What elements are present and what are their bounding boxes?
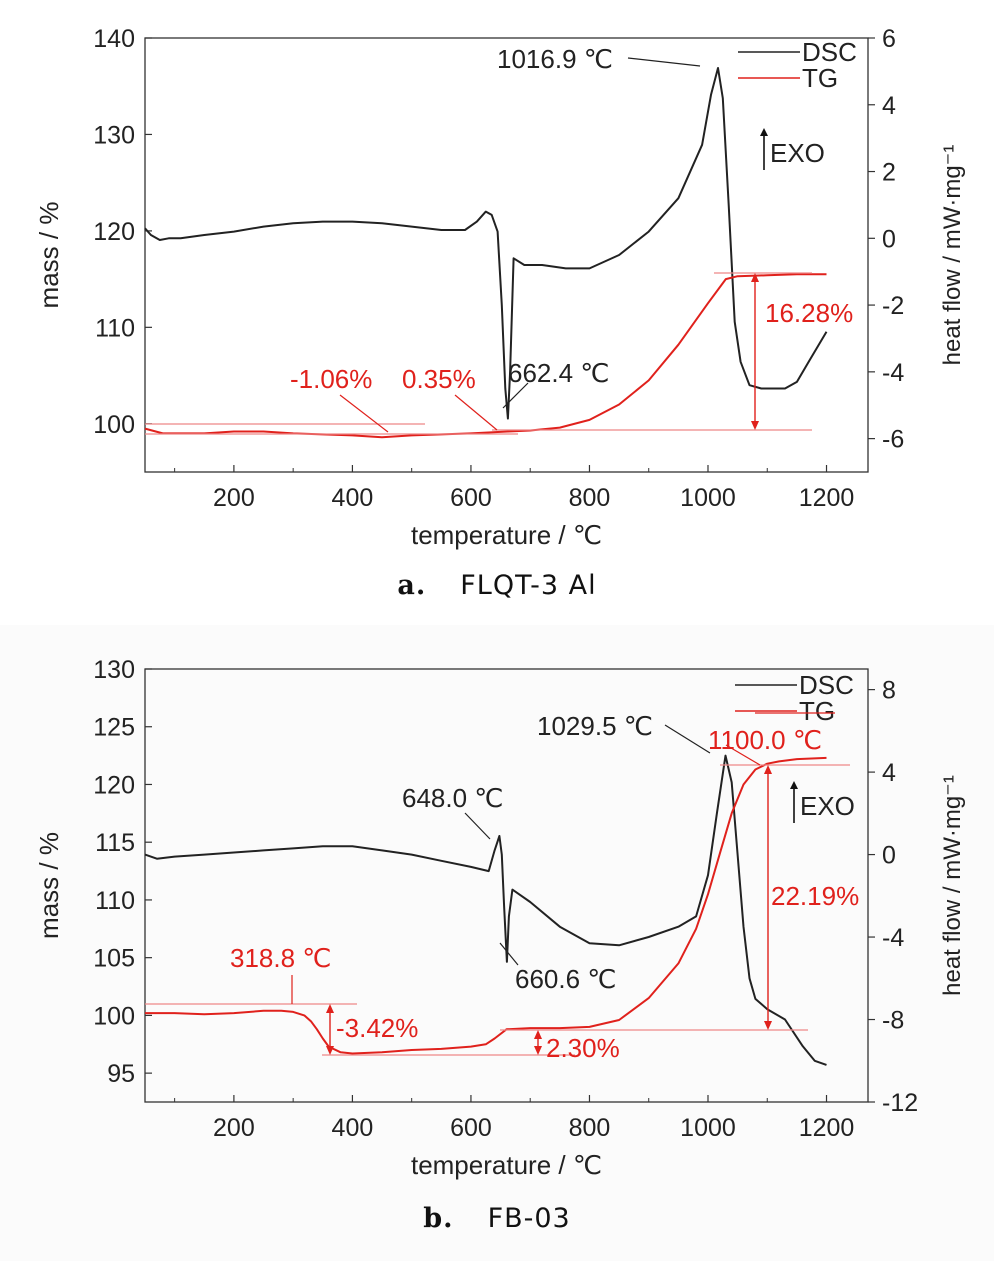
series-dsc-line bbox=[144, 67, 828, 420]
y-right-tick-label: 0 bbox=[882, 842, 896, 870]
y-left-tick-label: 130 bbox=[93, 121, 135, 149]
caption-a-label: a. bbox=[397, 570, 427, 601]
x-tick-label: 400 bbox=[332, 484, 374, 512]
mass-loss-arrow-b-head-top bbox=[326, 1004, 334, 1013]
x-tick-label: 600 bbox=[450, 484, 492, 512]
y-right-axis-label: heat flow / mW·mg⁻¹ bbox=[939, 145, 966, 366]
series-dsc-line bbox=[144, 754, 827, 1066]
y-right-tick-label: -4 bbox=[882, 924, 904, 952]
y-left-tick-label: 120 bbox=[93, 771, 135, 799]
caption-b: b. FB-03 bbox=[0, 1203, 994, 1234]
y-right-tick-label: -4 bbox=[882, 359, 904, 387]
leader-dip-a bbox=[502, 382, 529, 409]
y-right-tick-label: -8 bbox=[882, 1007, 904, 1035]
y-right-tick-label: 4 bbox=[882, 759, 896, 787]
mass-gain-arrow-b-head-top bbox=[764, 765, 772, 774]
annotation-peak-temp-a: 1016.9 ℃ bbox=[497, 44, 613, 74]
y-left-tick-label: 110 bbox=[95, 887, 135, 915]
leader-peak-a bbox=[627, 57, 701, 67]
x-axis-label: temperature / ℃ bbox=[411, 520, 602, 550]
y-left-axis-label: mass / % bbox=[34, 202, 64, 309]
y-left-tick-label: 95 bbox=[107, 1060, 135, 1088]
chart-b: 200 400 600 800 1000 1200 95 100 105 110 115 120 125… bbox=[34, 656, 966, 1180]
y-left-tick-label: 125 bbox=[93, 714, 135, 742]
leader-dip-b bbox=[499, 942, 519, 966]
plot-frame bbox=[144, 668, 869, 1103]
x-tick-label: 400 bbox=[332, 1114, 374, 1142]
y-left-tick-label: 130 bbox=[93, 656, 135, 684]
x-tick-label: 200 bbox=[213, 1114, 255, 1142]
annotation-dip-temp-a: 662.4 ℃ bbox=[508, 358, 610, 388]
series-tg-line bbox=[144, 273, 827, 439]
y-left-tick-label: 110 bbox=[95, 314, 135, 342]
y-right-tick-label: 8 bbox=[882, 677, 896, 705]
exo-arrow-head bbox=[790, 781, 798, 789]
y-right-tick-label: -2 bbox=[882, 292, 904, 320]
annotation-mass-gain-a: 16.28% bbox=[765, 298, 853, 328]
x-axis-label: temperature / ℃ bbox=[411, 1150, 602, 1180]
y-left-axis-label: mass / % bbox=[34, 832, 64, 939]
caption-b-label: b. bbox=[423, 1203, 454, 1234]
y-left-tick-label: 105 bbox=[93, 945, 135, 973]
leader-peak-1029-b bbox=[664, 724, 711, 754]
y-right-tick-label: -12 bbox=[882, 1089, 918, 1117]
y-left-tick-label: 100 bbox=[93, 411, 135, 439]
y-left-tick-label: 115 bbox=[95, 829, 135, 857]
chart-a: 200 400 600 800 1000 1200 100 110 120 130 140 -6 -4 -… bbox=[34, 25, 966, 550]
annotation-peak-1029-b: 1029.5 ℃ bbox=[537, 711, 653, 741]
mass-gain-arrow-b-head-bottom bbox=[764, 1021, 772, 1030]
legend-label-dsc: DSC bbox=[799, 670, 854, 700]
caption-a: a. FLQT-3 Al bbox=[0, 570, 994, 601]
x-tick-label: 800 bbox=[569, 1114, 611, 1142]
leader-peak-648-b bbox=[464, 812, 491, 840]
annotation-mass-loss-a: -1.06% bbox=[290, 364, 372, 394]
legend-label-tg: TG bbox=[799, 696, 835, 726]
y-left-tick-label: 120 bbox=[93, 218, 135, 246]
y-left-tick-label: 140 bbox=[93, 25, 135, 53]
mass-gain-arrow-a-head-top bbox=[751, 273, 759, 282]
legend-label-tg: TG bbox=[802, 63, 838, 93]
x-tick-label: 1000 bbox=[680, 484, 736, 512]
legend-label-dsc: DSC bbox=[802, 37, 857, 67]
annotation-dip-temp-b: 660.6 ℃ bbox=[515, 964, 617, 994]
annotation-onset-temp-b: 318.8 ℃ bbox=[230, 943, 332, 973]
mass-loss-arrow-b-head-bottom bbox=[326, 1046, 334, 1055]
leader-gain-small-a bbox=[454, 394, 498, 431]
annotation-plateau-temp-b: 1100.0 ℃ bbox=[708, 725, 822, 755]
annotation-mass-change-b: 2.30% bbox=[546, 1033, 620, 1063]
leader-plateau-b bbox=[725, 744, 761, 766]
annotation-mass-loss-b: -3.42% bbox=[336, 1013, 418, 1043]
y-right-tick-label: 6 bbox=[882, 25, 896, 53]
mass-gain-small-arrow-b-head-top bbox=[534, 1030, 542, 1039]
y-right-tick-label: 4 bbox=[882, 92, 896, 120]
caption-a-name: FLQT-3 Al bbox=[460, 570, 597, 601]
x-tick-label: 1200 bbox=[799, 484, 855, 512]
exo-label: EXO bbox=[770, 138, 825, 168]
y-right-axis-label: heat flow / mW·mg⁻¹ bbox=[939, 775, 966, 996]
mass-gain-small-arrow-b-head-bottom bbox=[534, 1046, 542, 1055]
exo-label: EXO bbox=[800, 791, 855, 821]
caption-b-name: FB-03 bbox=[487, 1203, 571, 1234]
x-tick-label: 800 bbox=[569, 484, 611, 512]
x-tick-label: 200 bbox=[213, 484, 255, 512]
annotation-mass-change-a: 0.35% bbox=[402, 364, 476, 394]
x-tick-label: 600 bbox=[450, 1114, 492, 1142]
mass-gain-arrow-a-head-bottom bbox=[751, 421, 759, 430]
y-right-tick-label: 2 bbox=[882, 159, 896, 187]
annotation-mass-gain-b: 22.19% bbox=[771, 881, 859, 911]
panel-b: 200 400 600 800 1000 1200 95 100 105 110 115 120 125… bbox=[0, 625, 994, 1261]
x-tick-label: 1000 bbox=[680, 1114, 736, 1142]
exo-arrow-head bbox=[760, 128, 768, 136]
series-tg-line bbox=[145, 756, 827, 1055]
annotation-peak-648-b: 648.0 ℃ bbox=[402, 783, 504, 813]
y-left-tick-label: 100 bbox=[93, 1002, 135, 1030]
y-right-tick-label: -6 bbox=[882, 426, 904, 454]
leader-loss-a bbox=[339, 394, 389, 433]
x-tick-label: 1200 bbox=[799, 1114, 855, 1142]
panel-a: 200 400 600 800 1000 1200 100 110 120 130 140 -6 -4 -… bbox=[0, 0, 994, 625]
plot-frame bbox=[144, 37, 869, 473]
y-right-tick-label: 0 bbox=[882, 225, 896, 253]
